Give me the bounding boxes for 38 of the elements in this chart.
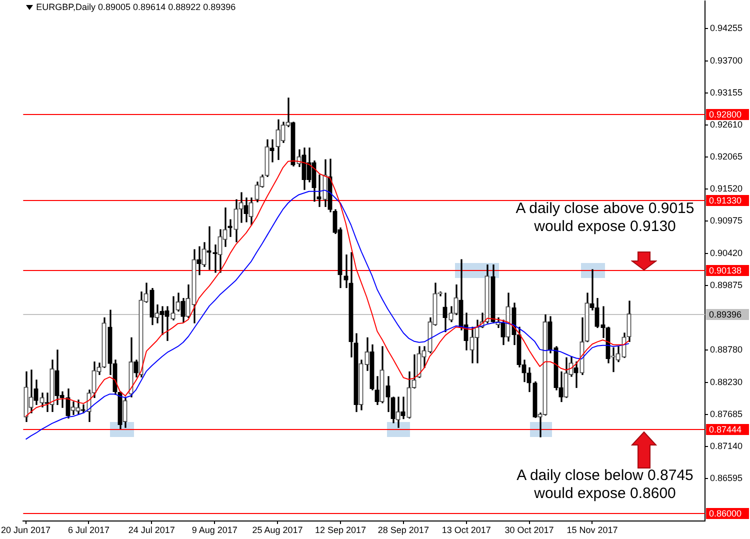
- candlestick: [196, 246, 202, 276]
- x-tick-label: 28 Sep 2017: [378, 524, 429, 535]
- ref-line-label: 0.91330: [709, 195, 742, 206]
- candlestick: [400, 396, 406, 420]
- y-tick-label: 0.90975: [710, 216, 743, 226]
- ref-line-label: 0.89396: [709, 309, 742, 320]
- y-tick-label: 0.93155: [710, 87, 743, 98]
- chart-title: EURGBP,Daily 0.89005 0.89614 0.88922 0.89396: [36, 2, 236, 13]
- candlestick: [44, 392, 50, 412]
- candlestick: [212, 244, 218, 273]
- ref-line-label: 0.90138: [709, 265, 742, 276]
- x-tick-label: 30 Oct 2017: [504, 524, 554, 535]
- x-tick-label: 9 Aug 2017: [192, 524, 238, 535]
- x-tick-label: 13 Oct 2017: [442, 524, 491, 535]
- annotation: A daily close above 0.9015 would expose 0.9130: [514, 200, 696, 236]
- y-tick-label: 0.94255: [710, 22, 743, 33]
- y-tick-label: 0.90420: [710, 248, 743, 258]
- y-tick-label: 0.89875: [710, 280, 743, 290]
- candlestick: [270, 139, 274, 162]
- x-tick-label: 6 Jul 2017: [68, 524, 110, 535]
- y-tick-label: 0.91520: [710, 184, 743, 194]
- y-tick-label: 0.92610: [710, 119, 743, 130]
- y-tick-label: 0.88780: [710, 344, 743, 354]
- y-tick-label: 0.87140: [710, 440, 743, 451]
- y-tick-label: 0.92065: [710, 151, 743, 162]
- x-tick-label: 25 Aug 2017: [252, 524, 303, 535]
- y-tick-label: 0.87685: [710, 408, 743, 419]
- x-tick-label: 12 Sep 2017: [314, 524, 366, 535]
- ref-line-label: 0.87444: [709, 424, 742, 434]
- annotation: A daily close below 0.8745 would expose 0.8600: [516, 466, 694, 503]
- ref-line-label: 0.92800: [709, 109, 742, 120]
- y-tick-label: 0.86595: [710, 472, 743, 483]
- ref-line-label: 0.86000: [709, 508, 742, 518]
- x-tick-label: 15 Nov 2017: [566, 524, 618, 535]
- x-tick-label: 20 Jun 2017: [1, 524, 51, 535]
- y-tick-label: 0.93700: [710, 55, 743, 66]
- y-tick-label: 0.88230: [710, 376, 743, 387]
- x-tick-label: 24 Jul 2017: [128, 524, 175, 535]
